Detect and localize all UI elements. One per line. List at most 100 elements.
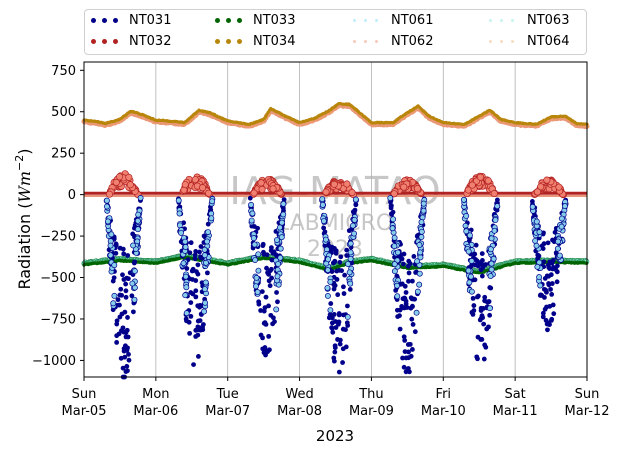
- point-NT031: [119, 292, 125, 298]
- point-NT031: [334, 277, 340, 282]
- point-NT031: [187, 330, 193, 336]
- point-NT062: [250, 189, 258, 197]
- point-NT061: [465, 248, 472, 255]
- x-tick-day: Fri: [436, 387, 452, 402]
- point-NT031: [120, 246, 126, 252]
- point-NT031: [191, 362, 196, 368]
- point-NT031: [474, 258, 480, 264]
- y-tick-label: −750: [40, 312, 76, 327]
- point-NT031: [269, 245, 274, 250]
- point-NT031: [196, 354, 201, 359]
- point-NT062: [543, 176, 551, 184]
- point-NT061: [204, 238, 211, 245]
- point-NT061: [344, 314, 351, 320]
- point-NT061: [416, 281, 423, 288]
- point-NT062: [322, 188, 330, 196]
- point-NT031: [123, 281, 129, 287]
- point-NT061: [248, 217, 255, 224]
- x-tick-date: Mar-05: [62, 404, 107, 419]
- point-NT061: [494, 203, 501, 210]
- point-NT031: [113, 250, 119, 256]
- point-NT061: [460, 196, 467, 203]
- point-NT031: [197, 249, 202, 255]
- legend-marker: [489, 16, 519, 26]
- point-NT031: [328, 301, 334, 306]
- point-NT031: [193, 327, 199, 333]
- point-NT031: [187, 250, 193, 256]
- point-NT031: [113, 241, 119, 247]
- point-NT061: [134, 217, 141, 224]
- point-NT061: [555, 238, 562, 245]
- point-NT061: [103, 197, 110, 204]
- point-NT031: [394, 307, 400, 313]
- point-NT031: [487, 312, 493, 318]
- point-NT031: [482, 342, 488, 348]
- point-NT061: [131, 296, 138, 303]
- point-NT061: [111, 292, 118, 299]
- legend-item-nt032: NT032: [91, 34, 171, 49]
- point-NT061: [275, 261, 282, 267]
- point-NT031: [122, 343, 128, 349]
- legend-marker: [489, 37, 519, 47]
- point-NT031: [192, 256, 198, 262]
- point-NT031: [329, 315, 335, 321]
- point-NT031: [266, 278, 272, 284]
- legend-marker: [353, 37, 383, 47]
- point-NT061: [418, 228, 425, 235]
- legend-label: NT063: [527, 13, 570, 28]
- point-NT031: [337, 259, 343, 265]
- point-NT031: [470, 295, 476, 301]
- point-NT031: [264, 252, 270, 258]
- point-NT031: [336, 369, 342, 375]
- point-NT031: [119, 328, 124, 334]
- legend: NT031 NT033 NT061 NT063 NT032 NT034 NT062 NT064: [84, 9, 587, 55]
- point-NT031: [397, 326, 403, 332]
- point-NT031: [268, 312, 274, 318]
- point-NT031: [486, 324, 491, 330]
- legend-label: NT033: [253, 13, 296, 28]
- point-NT062: [112, 178, 120, 186]
- point-NT031: [114, 321, 120, 327]
- point-NT031: [125, 368, 130, 374]
- point-NT031: [342, 272, 348, 278]
- point-NT031: [263, 294, 269, 300]
- legend-marker: [353, 16, 383, 26]
- point-NT062: [191, 176, 199, 184]
- point-NT031: [479, 273, 485, 279]
- point-NT061: [325, 256, 332, 263]
- point-NT031: [341, 284, 346, 290]
- point-NT061: [208, 215, 215, 222]
- point-NT061: [487, 273, 494, 280]
- point-NT031: [545, 240, 551, 246]
- point-NT031: [114, 333, 120, 339]
- legend-item-nt034: NT034: [215, 34, 295, 49]
- y-tick-label: −1000: [32, 354, 76, 369]
- point-NT061: [277, 245, 284, 252]
- point-NT061: [346, 269, 353, 276]
- point-NT061: [178, 229, 184, 236]
- point-NT031: [272, 319, 277, 325]
- grid-lines: [155, 62, 516, 377]
- point-NT031: [481, 356, 487, 362]
- watermark-line-2: LABMICRO: [277, 211, 393, 236]
- point-NT031: [409, 316, 415, 322]
- point-NT061: [394, 293, 401, 300]
- point-NT031: [110, 278, 116, 284]
- point-NT031: [471, 303, 477, 308]
- point-NT031: [479, 251, 485, 257]
- point-NT031: [205, 270, 210, 276]
- point-NT061: [351, 230, 357, 237]
- point-NT061: [249, 210, 256, 217]
- point-NT031: [540, 314, 546, 320]
- point-NT031: [408, 305, 414, 311]
- point-NT061: [554, 245, 561, 252]
- point-NT031: [331, 358, 337, 364]
- point-NT061: [137, 195, 144, 201]
- point-NT031: [402, 296, 408, 302]
- point-NT061: [202, 279, 209, 286]
- point-NT031: [131, 260, 137, 266]
- point-NT061: [394, 249, 401, 256]
- point-NT061: [394, 282, 400, 289]
- x-tick-date: Mar-08: [277, 404, 322, 419]
- point-NT031: [388, 203, 394, 209]
